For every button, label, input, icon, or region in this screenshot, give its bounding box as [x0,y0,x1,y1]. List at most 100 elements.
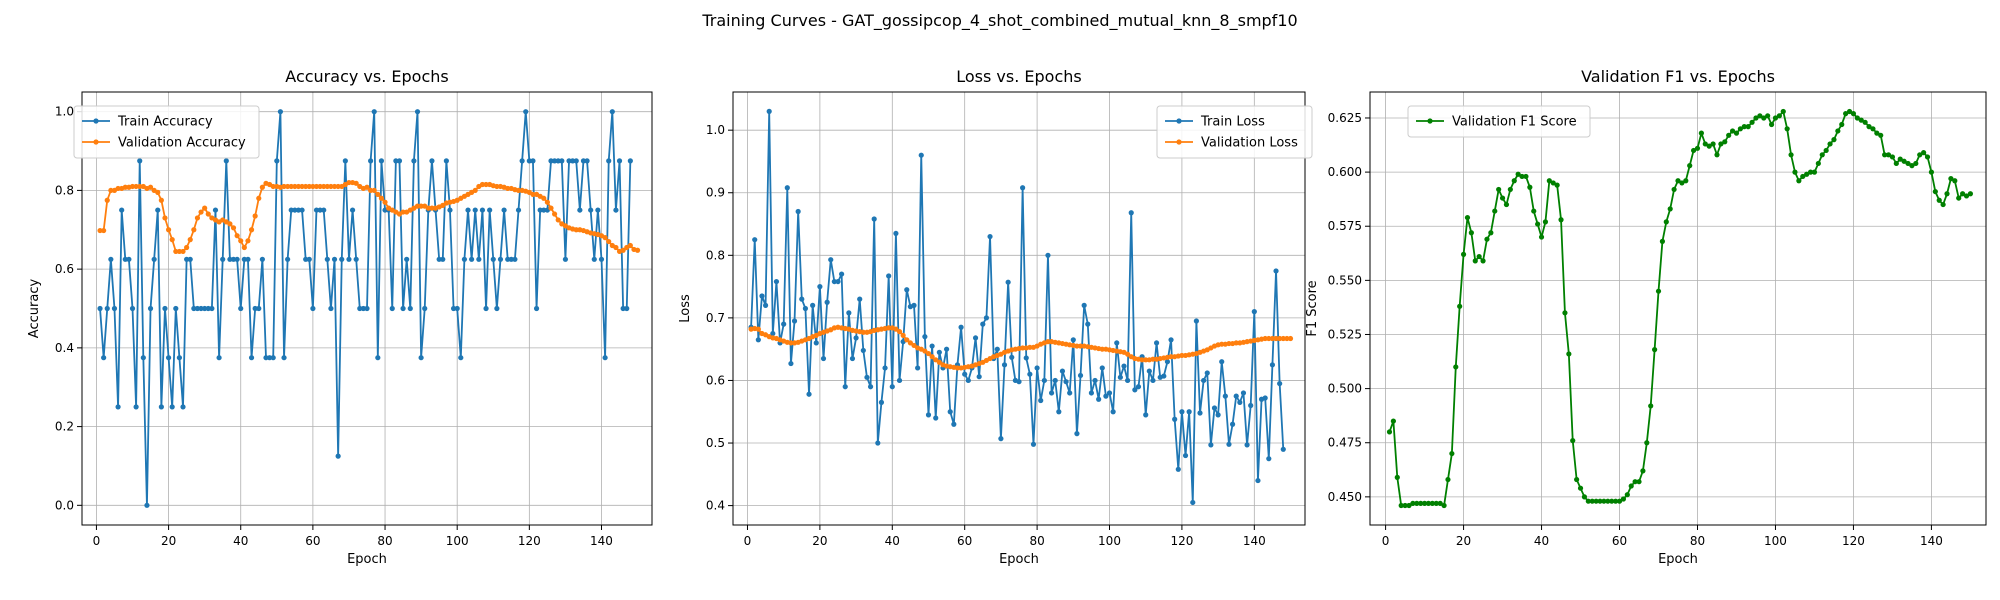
accuracy-point-1-51 [281,183,287,190]
f1-point-0-36 [1527,184,1533,190]
loss-point-1-134 [1233,340,1239,346]
loss-point-0-98 [1103,393,1109,399]
loss-point-1-104 [1125,351,1131,357]
f1-point-0-40 [1542,219,1549,225]
accuracy-series-1 [97,179,641,255]
f1-point-0-0 [1386,429,1393,435]
f1-point-0-122 [1862,119,1868,125]
loss-series-line-0 [750,110,1285,504]
loss-ytick-label-6: 1.0 [706,123,725,137]
loss-point-0-64 [980,321,986,327]
accuracy-point-1-22 [176,248,183,255]
accuracy-point-1-125 [548,205,554,211]
accuracy-point-1-25 [187,237,193,243]
accuracy-point-1-91 [425,205,431,211]
loss-point-1-75 [1020,345,1026,351]
loss-point-0-89 [1070,337,1076,343]
accuracy-point-0-57 [303,256,309,262]
accuracy-point-0-142 [609,109,615,115]
accuracy-point-1-132 [573,227,579,233]
accuracy-point-1-2 [104,197,110,203]
f1-point-0-49 [1577,485,1584,491]
accuracy-point-0-59 [310,305,316,312]
loss-point-0-142 [1262,395,1268,401]
accuracy-point-0-58 [306,256,312,262]
accuracy-point-0-10 [133,404,139,410]
f1-point-0-39 [1538,234,1545,240]
f1-point-0-74 [1675,178,1681,184]
accuracy-point-0-118 [523,109,529,115]
figure-suptitle: Training Curves - GAT_gossipcop_4_shot_c… [701,11,1297,31]
accuracy-point-0-83 [396,158,403,164]
f1-chart: 0 20 40 60 80 100 120 140 0.450 0.475 0.500 0.525 0.… [1305,67,1987,567]
loss-legend-label-1: Validation Loss [1201,136,1298,151]
accuracy-point-0-3 [108,256,114,262]
loss-point-0-39 [889,384,895,390]
accuracy-xtick-label-1: 20 [161,534,176,548]
accuracy-point-0-97 [447,207,453,213]
loss-point-0-143 [1266,456,1272,462]
loss-point-0-72 [1009,354,1015,360]
accuracy-point-1-55 [295,183,302,190]
accuracy-point-1-106 [479,181,486,188]
loss-point-1-91 [1077,343,1084,349]
f1-point-0-35 [1523,173,1529,180]
accuracy-point-1-76 [371,187,377,194]
accuracy-point-0-25 [187,256,193,262]
accuracy-point-1-29 [202,205,208,211]
accuracy-point-1-107 [483,181,489,188]
accuracy-point-0-119 [526,158,532,164]
f1-point-0-117 [1843,111,1849,117]
loss-point-0-76 [1023,355,1029,361]
accuracy-point-1-120 [530,191,536,197]
loss-point-0-21 [824,299,830,305]
loss-point-0-131 [1222,393,1228,399]
accuracy-point-0-117 [519,158,525,164]
accuracy-point-1-28 [198,209,204,215]
accuracy-point-1-123 [541,195,547,201]
accuracy-point-0-20 [169,404,175,410]
f1-point-0-12 [1433,500,1439,506]
accuracy-point-0-131 [570,158,576,164]
f1-point-0-145 [1952,178,1958,184]
f1-point-0-54 [1597,498,1603,504]
accuracy-point-0-50 [277,109,284,115]
loss-point-0-84 [1052,377,1058,384]
accuracy-point-1-61 [317,183,323,190]
loss-point-0-103 [1121,363,1127,369]
accuracy-point-0-135 [584,158,590,164]
accuracy-point-1-30 [205,211,211,217]
f1-point-0-5 [1406,502,1412,509]
loss-point-0-90 [1074,431,1080,437]
accuracy-xtick-label-6: 120 [518,534,541,548]
f1-point-0-38 [1535,221,1541,227]
accuracy-point-1-41 [245,238,251,244]
accuracy-point-0-86 [407,305,413,312]
loss-point-0-116 [1168,337,1174,343]
accuracy-point-1-147 [627,242,633,249]
loss-point-1-41 [896,329,903,335]
loss-point-0-48 [922,334,928,340]
f1-point-0-132 [1901,158,1907,164]
loss-point-1-51 [933,357,939,363]
accuracy-point-1-53 [288,183,294,190]
f1-point-0-23 [1476,253,1482,260]
loss-point-0-91 [1077,372,1084,379]
f1-point-0-7 [1414,500,1420,506]
accuracy-point-0-125 [548,158,554,164]
f1-point-0-33 [1515,171,1521,177]
loss-point-0-96 [1096,396,1102,402]
accuracy-point-0-81 [389,305,395,312]
accuracy-point-0-13 [144,502,150,508]
f1-point-0-32 [1511,178,1517,184]
accuracy-ytick-label-5: 1.0 [55,105,74,119]
accuracy-point-0-28 [198,305,204,312]
accuracy-legend-marker-0 [93,118,99,124]
f1-point-0-121 [1858,117,1864,123]
loss-xtick-label-0: 0 [744,534,752,548]
accuracy-point-0-141 [606,158,612,164]
accuracy-point-0-92 [429,158,435,164]
f1-point-0-42 [1550,180,1556,186]
f1-point-0-130 [1893,160,1899,167]
accuracy-point-0-32 [212,207,219,213]
